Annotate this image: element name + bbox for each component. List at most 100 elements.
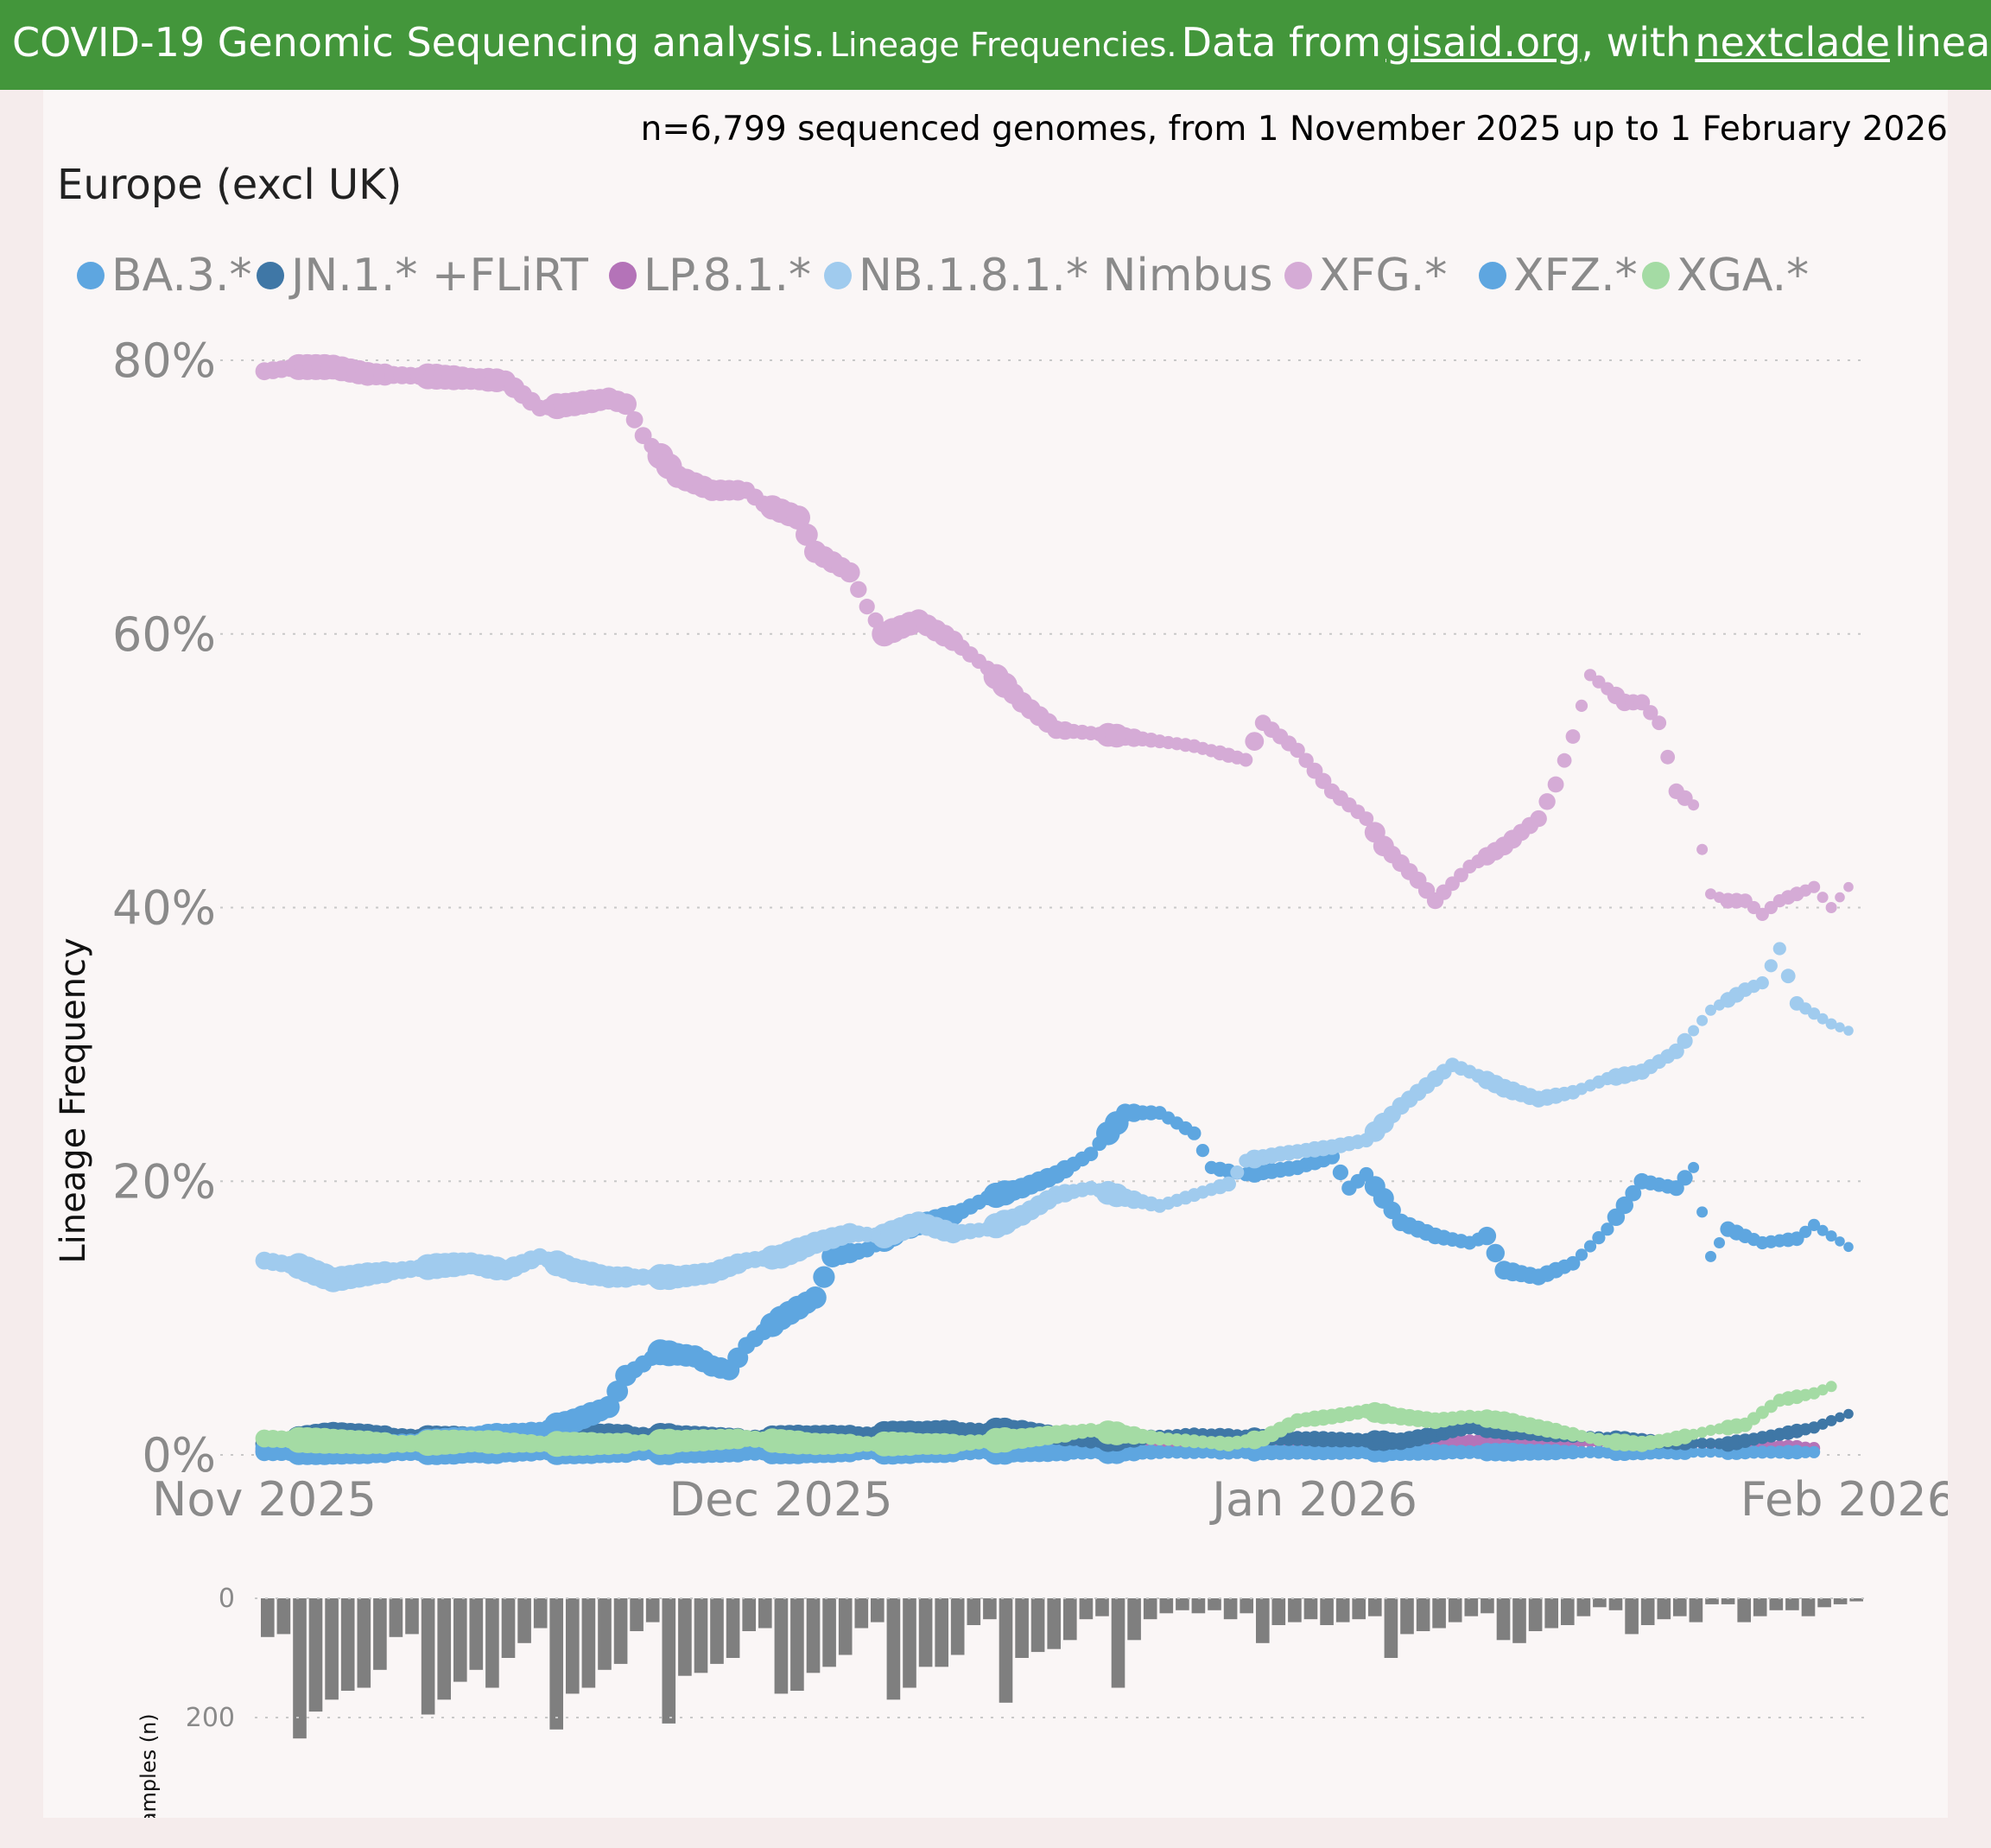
sample-bar-12 (453, 1598, 467, 1682)
x-tick-3: Feb 2026 (1741, 1472, 1948, 1527)
point-5-159 (1625, 1184, 1642, 1202)
point-5-152 (1565, 1255, 1581, 1271)
sample-bar-2 (293, 1598, 307, 1739)
point-4-115 (1245, 732, 1265, 751)
point-0-153 (1575, 1445, 1588, 1458)
legend-label-5[interactable]: XFZ.* (1513, 250, 1638, 302)
point-4-161 (1643, 705, 1658, 721)
sample-bar-97 (1817, 1598, 1831, 1608)
point-1-182 (1825, 1414, 1837, 1426)
banner-lineages: lineages. Source (1894, 19, 1991, 66)
sample-bar-3 (308, 1598, 323, 1712)
y-tick-4: 80% (112, 333, 216, 388)
point-3-167 (1696, 1014, 1709, 1026)
point-5-179 (1799, 1225, 1812, 1238)
point-0-168 (1705, 1446, 1716, 1458)
sample-bar-72 (1416, 1598, 1430, 1631)
samples-axis: 0 200 (186, 1584, 1866, 1733)
point-4-168 (1705, 888, 1716, 900)
sample-bar-82 (1576, 1598, 1591, 1616)
point-3-183 (1835, 1022, 1845, 1032)
point-0-180 (1808, 1445, 1821, 1458)
sample-bar-83 (1593, 1598, 1607, 1608)
point-4-181 (1817, 892, 1829, 904)
sample-bar-14 (485, 1598, 499, 1688)
sample-bar-34 (806, 1598, 821, 1673)
point-0-166 (1688, 1446, 1700, 1458)
sample-bar-23 (630, 1598, 644, 1631)
legend-label-3[interactable]: NB.1.8.1.* Nimbus (859, 250, 1273, 302)
legend-label-0[interactable]: BA.3.* (111, 250, 251, 302)
samples-axis-label: samples (n) (136, 1713, 161, 1818)
sample-bar-40 (903, 1598, 916, 1688)
point-5-125 (1332, 1164, 1348, 1181)
sample-bar-25 (662, 1598, 676, 1724)
sample-bar-35 (822, 1598, 836, 1667)
sample-bar-20 (581, 1598, 596, 1688)
point-4-167 (1696, 843, 1709, 855)
point-3-184 (1843, 1026, 1854, 1036)
sample-bar-67 (1335, 1598, 1350, 1623)
legend-label-1[interactable]: JN.1.* +FLiRT (289, 250, 588, 302)
sample-bar-61 (1240, 1598, 1253, 1614)
banner-subtitle: Lineage Frequencies. (829, 26, 1177, 64)
legend-label-2[interactable]: LP.8.1.* (644, 250, 811, 302)
sample-bar-95 (1785, 1598, 1799, 1610)
point-0-179 (1799, 1445, 1812, 1458)
point-6-181 (1817, 1384, 1829, 1396)
legend-label-6[interactable]: XGA.* (1677, 250, 1809, 302)
sample-bar-54 (1127, 1598, 1141, 1641)
sample-bar-21 (598, 1598, 612, 1670)
point-5-158 (1615, 1196, 1634, 1215)
sample-bar-53 (1111, 1598, 1125, 1688)
series-XFG.* (255, 353, 1854, 921)
gisaid-link[interactable]: gisaid.org (1385, 19, 1582, 66)
point-4-166 (1688, 799, 1700, 811)
sample-bar-52 (1095, 1598, 1109, 1616)
legend-label-4[interactable]: XFG.* (1319, 250, 1447, 302)
point-3-113 (1230, 1165, 1245, 1179)
point-5-155 (1592, 1231, 1606, 1245)
sample-bar-31 (758, 1598, 772, 1629)
header-banner: COVID-19 Genomic Sequencing analysis. Li… (0, 0, 1991, 90)
sample-bar-89 (1689, 1598, 1703, 1623)
point-6-167 (1696, 1426, 1709, 1438)
nextclade-link[interactable]: nextclade (1695, 19, 1890, 66)
chart-subtitle: n=6,799 sequenced genomes, from 1 Novemb… (641, 110, 1948, 149)
point-4-183 (1835, 892, 1845, 903)
point-3-182 (1825, 1018, 1837, 1030)
sample-bar-8 (389, 1598, 403, 1637)
point-6-168 (1705, 1425, 1716, 1436)
sample-bar-24 (645, 1598, 660, 1623)
point-3-177 (1780, 968, 1796, 984)
sample-bar-1 (276, 1598, 291, 1635)
point-4-162 (1652, 715, 1667, 731)
sample-bar-86 (1640, 1598, 1655, 1625)
sample-bar-36 (838, 1598, 853, 1655)
point-4-152 (1565, 729, 1581, 744)
point-1-167 (1696, 1437, 1709, 1449)
sample-bar-98 (1833, 1598, 1848, 1604)
legend-marker-2 (609, 262, 637, 289)
point-4-114 (1239, 753, 1253, 767)
x-tick-labels: Nov 2025 Dec 2025 Jan 2026 Feb 2026 (152, 1472, 1948, 1527)
point-5-64 (804, 1286, 827, 1309)
point-5-181 (1817, 1224, 1829, 1236)
y-tick-0: 0% (142, 1428, 216, 1483)
point-1-181 (1817, 1418, 1829, 1430)
y-tick-2: 40% (112, 881, 216, 936)
sample-bar-22 (613, 1598, 628, 1664)
point-5-109 (1195, 1144, 1209, 1158)
sample-bar-60 (1223, 1598, 1238, 1620)
banner-data-from: Data from (1181, 19, 1382, 66)
sample-bar-62 (1256, 1598, 1270, 1643)
point-5-167 (1696, 1206, 1709, 1218)
point-4-69 (850, 581, 867, 598)
legend-marker-4 (1284, 262, 1312, 289)
sample-bar-74 (1448, 1598, 1462, 1623)
point-5-169 (1714, 1237, 1725, 1248)
sample-bar-99 (1849, 1598, 1863, 1602)
sample-bar-9 (405, 1598, 419, 1635)
sample-bar-37 (854, 1598, 869, 1629)
point-4-139 (1454, 867, 1468, 883)
